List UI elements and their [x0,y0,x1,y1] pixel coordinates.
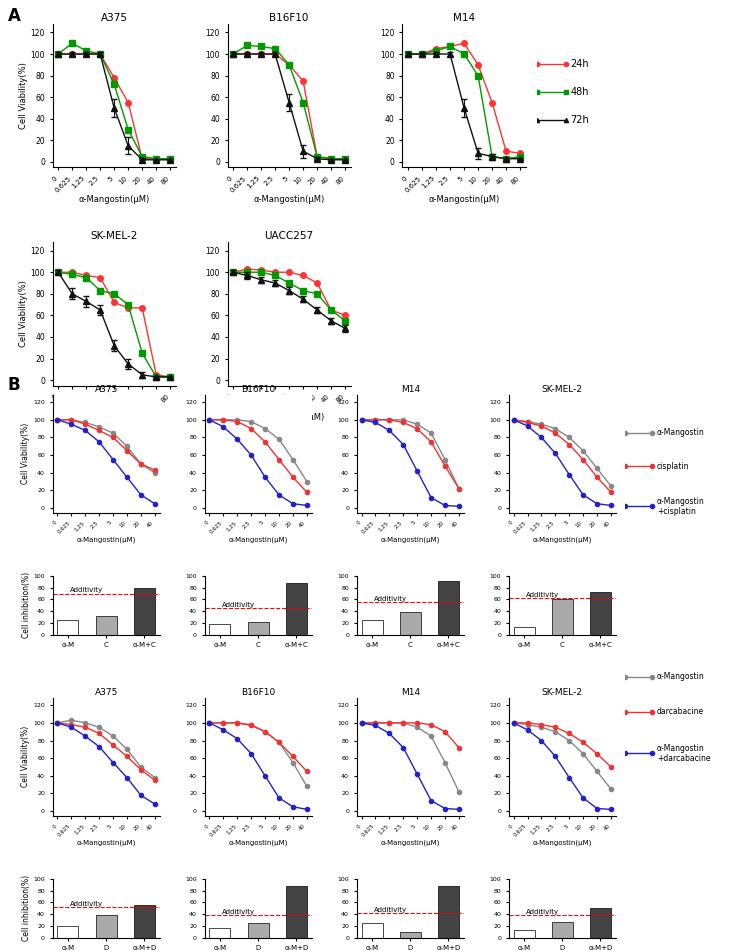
Y-axis label: Cell inhibition(%): Cell inhibition(%) [22,572,31,639]
Bar [590,908,611,938]
Title: M14: M14 [401,386,420,394]
Title: A375: A375 [95,386,118,394]
Text: Additivity: Additivity [222,602,255,608]
X-axis label: α-Mangostin(μM): α-Mangostin(μM) [381,536,440,543]
Text: α-Mangostin
+darcabacine: α-Mangostin +darcabacine [657,744,710,763]
X-axis label: α-Mangostin(μM): α-Mangostin(μM) [77,536,136,543]
Bar [248,923,269,938]
Title: SK-MEL-2: SK-MEL-2 [90,231,138,241]
X-axis label: α-Mangostin(μM): α-Mangostin(μM) [381,840,440,845]
Y-axis label: Cell inhibition(%): Cell inhibition(%) [22,875,31,942]
Title: UACC257: UACC257 [264,231,314,241]
Bar [400,932,421,938]
Bar [286,583,307,635]
Text: Additivity: Additivity [526,591,559,598]
Bar [361,620,382,635]
Title: B16F10: B16F10 [270,13,309,23]
Text: 48h: 48h [571,87,589,97]
Title: B16F10: B16F10 [241,688,276,697]
Title: M14: M14 [453,13,475,23]
Text: α-Mangostin: α-Mangostin [657,428,704,438]
X-axis label: α-Mangostin(μM): α-Mangostin(μM) [254,413,324,422]
Text: α-Mangostin
+cisplatin: α-Mangostin +cisplatin [657,497,704,516]
Bar [95,916,116,938]
Text: A: A [8,7,20,25]
Bar [57,620,78,635]
Title: B16F10: B16F10 [241,386,276,394]
X-axis label: α-Mangostin(μM): α-Mangostin(μM) [532,536,592,543]
Text: Additivity: Additivity [526,909,559,915]
Text: Additivity: Additivity [374,907,407,913]
Bar [552,922,573,938]
Text: 24h: 24h [571,59,590,69]
Title: A375: A375 [95,688,118,697]
Bar [248,622,269,635]
Bar [95,616,116,635]
Title: A375: A375 [101,13,128,23]
X-axis label: α-Mangostin(μM): α-Mangostin(μM) [532,840,592,845]
X-axis label: α-Mangostin(μM): α-Mangostin(μM) [254,195,324,204]
Bar [134,905,155,938]
Text: darcabacine: darcabacine [657,707,704,716]
X-axis label: α-Mangostin(μM): α-Mangostin(μM) [429,195,499,204]
Y-axis label: Cell Viability(%): Cell Viability(%) [21,726,30,787]
Bar [514,627,535,635]
Bar [400,612,421,635]
Text: B: B [8,376,20,394]
Bar [438,581,459,635]
Text: Additivity: Additivity [70,901,103,907]
Bar [134,587,155,635]
Y-axis label: Cell Viability(%): Cell Viability(%) [19,280,28,347]
Text: α-Mangostin: α-Mangostin [657,672,704,681]
Y-axis label: Cell Viability(%): Cell Viability(%) [19,62,28,129]
Text: Additivity: Additivity [374,596,407,603]
Bar [361,923,382,938]
X-axis label: α-Mangostin(μM): α-Mangostin(μM) [79,195,149,204]
Bar [210,625,231,635]
Bar [552,600,573,635]
Bar [286,886,307,938]
Text: Additivity: Additivity [222,909,255,915]
Text: Additivity: Additivity [70,587,103,593]
Text: cisplatin: cisplatin [657,462,689,471]
Title: M14: M14 [401,688,420,697]
X-axis label: α-Mangostin(μM): α-Mangostin(μM) [228,536,288,543]
Title: SK-MEL-2: SK-MEL-2 [541,386,583,394]
X-axis label: α-Mangostin(μM): α-Mangostin(μM) [79,413,149,422]
Bar [590,592,611,635]
X-axis label: α-Mangostin(μM): α-Mangostin(μM) [77,840,136,845]
Title: SK-MEL-2: SK-MEL-2 [541,688,583,697]
X-axis label: α-Mangostin(μM): α-Mangostin(μM) [228,840,288,845]
Y-axis label: Cell Viability(%): Cell Viability(%) [21,424,30,485]
Text: 72h: 72h [571,115,590,126]
Bar [57,926,78,938]
Bar [210,928,231,938]
Bar [514,930,535,938]
Bar [438,886,459,938]
